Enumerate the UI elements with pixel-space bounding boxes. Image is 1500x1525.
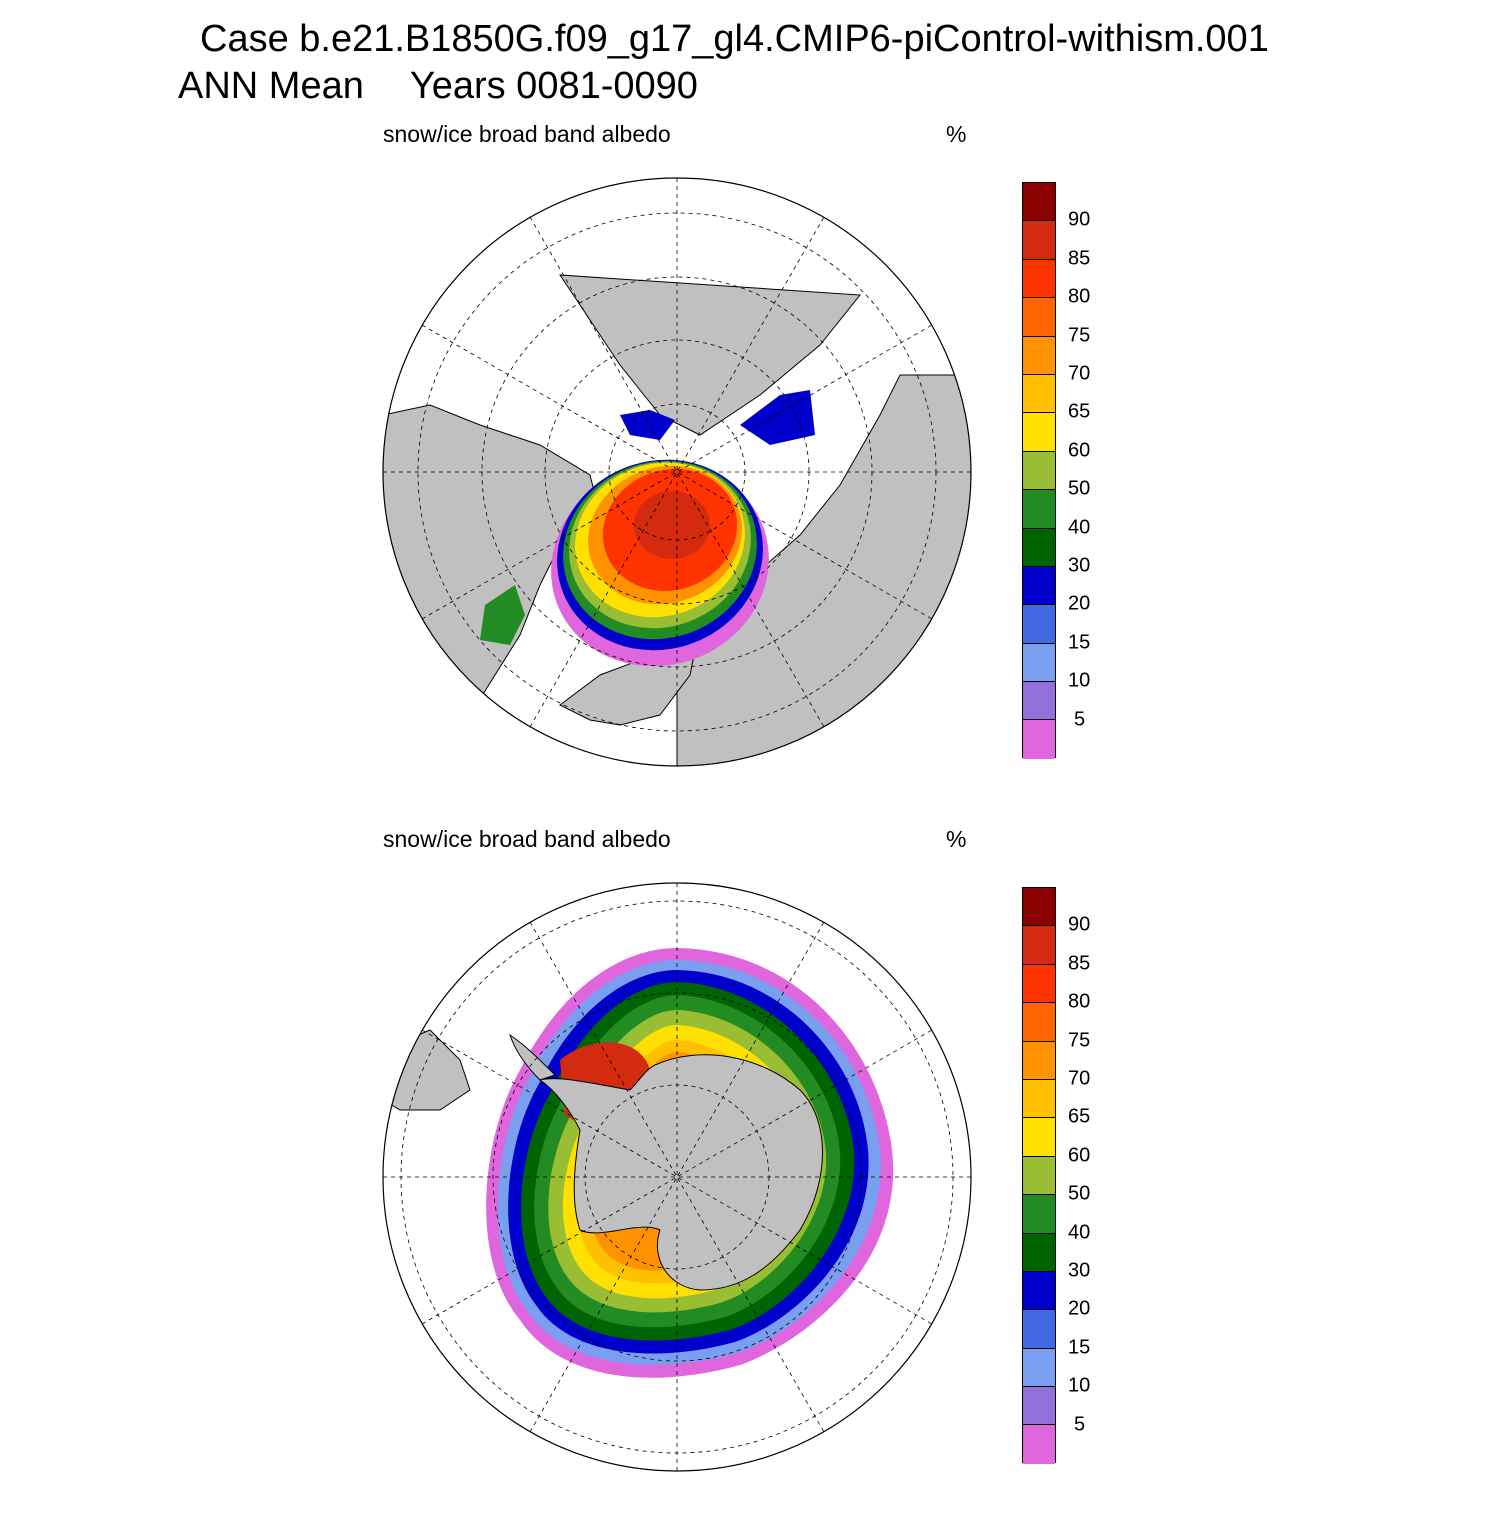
colorbar-label: 20 <box>1068 592 1091 615</box>
north-land <box>383 274 971 766</box>
south-colorbar-labels: 90 85 80 75 70 65 60 50 40 30 20 15 10 5 <box>1068 887 1128 1463</box>
colorbar-label: 80 <box>1068 285 1091 308</box>
colorbar-label: 5 <box>1074 1413 1086 1436</box>
colorbar-swatch <box>1023 528 1055 567</box>
mean-label: ANN Mean <box>178 65 364 107</box>
north-map-border <box>382 177 972 767</box>
north-ice-band-90 <box>634 491 710 559</box>
colorbar-label: 70 <box>1068 1067 1091 1090</box>
colorbar-swatch <box>1023 1310 1055 1349</box>
colorbar-label: 85 <box>1068 952 1091 975</box>
south-panel: snow/ice broad band albedo % <box>0 820 1500 1525</box>
colorbar-swatch <box>1023 221 1055 260</box>
colorbar-swatch <box>1023 605 1055 644</box>
antarctic-peninsula <box>509 1033 556 1081</box>
north-panel-units: % <box>946 121 967 147</box>
south-graticule <box>383 883 971 1471</box>
north-panel: snow/ice broad band albedo % <box>0 115 1500 820</box>
colorbar-swatch <box>1023 451 1055 491</box>
colorbar-label: 15 <box>1068 631 1091 654</box>
colorbar-swatch <box>1023 1118 1055 1157</box>
colorbar-swatch <box>1023 183 1055 222</box>
colorbar-label: 15 <box>1068 1336 1091 1359</box>
colorbar-swatch <box>1023 1156 1055 1196</box>
north-sea-ice <box>480 390 815 667</box>
colorbar-swatch <box>1023 888 1055 927</box>
south-panel-title: snow/ice broad band albedo <box>383 826 671 852</box>
colorbar-label: 60 <box>1068 1144 1091 1167</box>
colorbar-swatch <box>1023 682 1055 721</box>
colorbar-label: 20 <box>1068 1297 1091 1320</box>
north-graticule <box>383 178 971 766</box>
colorbar-swatch <box>1023 1195 1055 1234</box>
colorbar-swatch <box>1023 643 1055 683</box>
colorbar-label: 65 <box>1068 1105 1091 1128</box>
colorbar-label: 90 <box>1068 208 1091 231</box>
colorbar-swatch <box>1023 1003 1055 1042</box>
north-ice-hudson-bay <box>480 585 525 645</box>
colorbar-label: 90 <box>1068 913 1091 936</box>
colorbar-swatch <box>1023 1079 1055 1119</box>
colorbar-label: 40 <box>1068 1221 1091 1244</box>
colorbar-label: 75 <box>1068 324 1091 347</box>
south-map-border <box>382 882 972 1472</box>
colorbar-label: 85 <box>1068 247 1091 270</box>
colorbar-label: 80 <box>1068 990 1091 1013</box>
north-panel-title: snow/ice broad band albedo <box>383 121 671 147</box>
colorbar-swatch <box>1023 1233 1055 1272</box>
colorbar-swatch <box>1023 926 1055 965</box>
case-title: Case b.e21.B1850G.f09_g17_gl4.CMIP6-piCo… <box>200 18 1269 60</box>
colorbar-label: 65 <box>1068 400 1091 423</box>
subtitle: ANN Mean Years 0081-0090 <box>178 65 698 108</box>
north-polar-map <box>382 177 972 767</box>
years-label: Years 0081-0090 <box>409 65 698 107</box>
colorbar-swatch <box>1023 1425 1055 1464</box>
colorbar-swatch <box>1023 374 1055 414</box>
colorbar-swatch <box>1023 964 1055 1004</box>
colorbar-label: 40 <box>1068 516 1091 539</box>
colorbar-label: 50 <box>1068 477 1091 500</box>
south-panel-units: % <box>946 826 967 852</box>
colorbar-swatch <box>1023 259 1055 299</box>
colorbar-label: 30 <box>1068 554 1091 577</box>
colorbar-swatch <box>1023 1041 1055 1080</box>
colorbar-swatch <box>1023 1348 1055 1388</box>
north-ice-bering <box>620 410 675 440</box>
colorbar-label: 50 <box>1068 1182 1091 1205</box>
colorbar-label: 70 <box>1068 362 1091 385</box>
colorbar-label: 10 <box>1068 669 1091 692</box>
colorbar-swatch <box>1023 1271 1055 1311</box>
colorbar-swatch <box>1023 720 1055 759</box>
colorbar-label: 75 <box>1068 1029 1091 1052</box>
north-colorbar-labels: 90 85 80 75 70 65 60 50 40 30 20 15 10 5 <box>1068 182 1128 758</box>
colorbar-swatch <box>1023 298 1055 337</box>
colorbar-swatch <box>1023 1387 1055 1426</box>
south-polar-map <box>382 882 972 1472</box>
colorbar-label: 5 <box>1074 708 1086 731</box>
colorbar-label: 30 <box>1068 1259 1091 1282</box>
north-colorbar <box>1022 182 1056 759</box>
colorbar-swatch <box>1023 336 1055 375</box>
south-colorbar <box>1022 887 1056 1464</box>
colorbar-swatch <box>1023 490 1055 529</box>
north-ice-okhotsk <box>740 390 815 445</box>
colorbar-label: 10 <box>1068 1374 1091 1397</box>
colorbar-swatch <box>1023 413 1055 452</box>
colorbar-label: 60 <box>1068 439 1091 462</box>
colorbar-swatch <box>1023 566 1055 606</box>
